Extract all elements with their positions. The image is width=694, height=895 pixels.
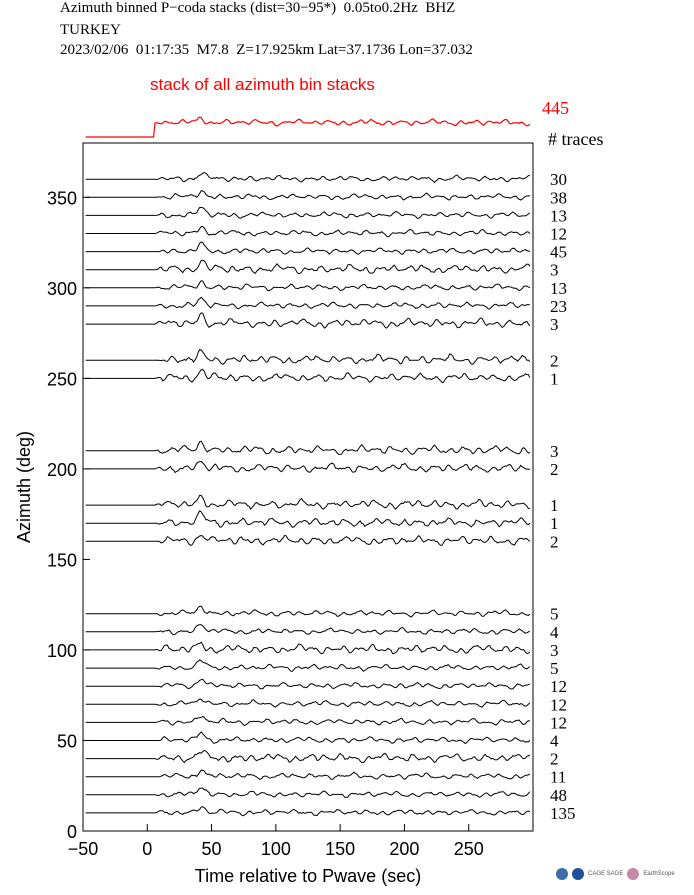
trace-line [85,787,531,798]
y-tick-label: 300 [47,279,77,299]
trace-line [85,698,531,708]
trace-line [85,460,531,474]
trace-count-label: 3 [550,261,559,280]
trace-count-label: 13 [550,206,567,225]
trace-count-label: 3 [550,315,559,334]
y-tick-label: 100 [47,641,77,661]
trace-count-label: 2 [550,351,559,370]
plot-frame [82,142,534,832]
trace-count-label: 12 [550,713,567,732]
trace-line [85,534,531,546]
trace-line [85,806,531,817]
trace-line [85,241,531,255]
event-info: 2023/02/06 01:17:35 M7.8 Z=17.925km Lat=… [60,42,473,58]
trace-line [85,225,531,238]
trace-count-label: 135 [550,804,576,823]
trace-count-label: 5 [550,659,559,678]
x-tick-label: −50 [68,839,99,859]
trace-count-label: 45 [550,243,567,262]
summary-stack-trace [85,116,531,138]
earthscope-logo-icon [627,868,640,880]
x-axis: −50 0 50 100 150 200 250 [68,824,484,859]
trace-line [85,769,531,780]
x-tick-label: 50 [202,839,222,859]
trace-line [85,296,530,310]
trace-count-label: 4 [550,731,559,750]
trace-line [85,312,531,329]
trace-count-label: 30 [550,170,567,189]
x-tick-label: 100 [261,839,291,859]
trace-count-label: 38 [550,188,567,207]
trace-count-label: 13 [550,279,567,298]
trace-line [85,280,531,292]
summary-stack-label: stack of all azimuth bin stacks [150,75,375,94]
x-tick-label: 250 [454,839,484,859]
trace-line [85,510,531,528]
traces-header: # traces [548,129,603,149]
trace-line [85,440,531,455]
chart-title: Azimuth binned P−coda stacks (dist=30−95… [60,0,456,16]
trace-line [85,172,531,183]
trace-line [85,678,531,690]
trace-line [85,368,531,383]
trace-line [85,348,531,365]
trace-count-label: 23 [550,297,567,316]
trace-count-label: 3 [550,641,559,660]
summary-stack-count: 445 [542,98,569,118]
summary-stack: stack of all azimuth bin stacks 445 [85,75,569,138]
earthscope-logo: EarthScope [643,871,675,877]
y-tick-label: 150 [47,550,77,570]
trace-line [85,605,531,618]
trace-line [85,731,531,745]
trace-line [85,207,531,220]
y-tick-label: 350 [47,188,77,208]
y-axis-label: Azimuth (deg) [14,431,34,543]
trace-count-label: 12 [550,695,567,714]
trace-line [85,749,531,764]
trace-count-label: 2 [550,532,559,551]
y-tick-label: 0 [67,822,77,842]
trace-line [85,641,531,655]
trace-line [85,190,531,201]
trace-line [85,715,531,727]
x-tick-label: 200 [389,839,419,859]
trace-count-label: 48 [550,786,567,805]
trace-count-label: 2 [550,460,559,479]
x-tick-label: 0 [142,839,152,859]
x-axis-label: Time relative to Pwave (sec) [195,866,421,886]
trace-count-label: 5 [550,605,559,624]
trace-line [85,259,531,275]
x-tick-label: 150 [325,839,355,859]
trace-group: 3038131245313233213211254351212124211481… [85,170,576,823]
trace-count-label: 4 [550,623,559,642]
trace-count-label: 3 [550,442,559,461]
y-tick-label: 50 [57,731,77,751]
region-label: TURKEY [60,22,121,38]
trace-count-label: 1 [550,496,559,515]
trace-count-label: 2 [550,750,559,769]
trace-line [85,494,530,510]
trace-count-label: 12 [550,225,567,244]
y-tick-label: 200 [47,460,77,480]
trace-count-label: 12 [550,677,567,696]
trace-line [85,624,530,636]
trace-count-label: 11 [550,768,566,787]
trace-line [85,659,531,672]
nsf-logo-icon [556,868,568,880]
logo-strip: CAGE SAGE EarthScope [556,868,675,880]
y-axis: 0 50 100 150 200 250 300 350 [47,188,90,842]
y-tick-label: 250 [47,369,77,389]
trace-count-label: 1 [550,514,559,533]
doe-logo-icon [572,868,584,880]
trace-count-label: 1 [550,369,559,388]
cage-sage-logo: CAGE SAGE [588,871,624,877]
